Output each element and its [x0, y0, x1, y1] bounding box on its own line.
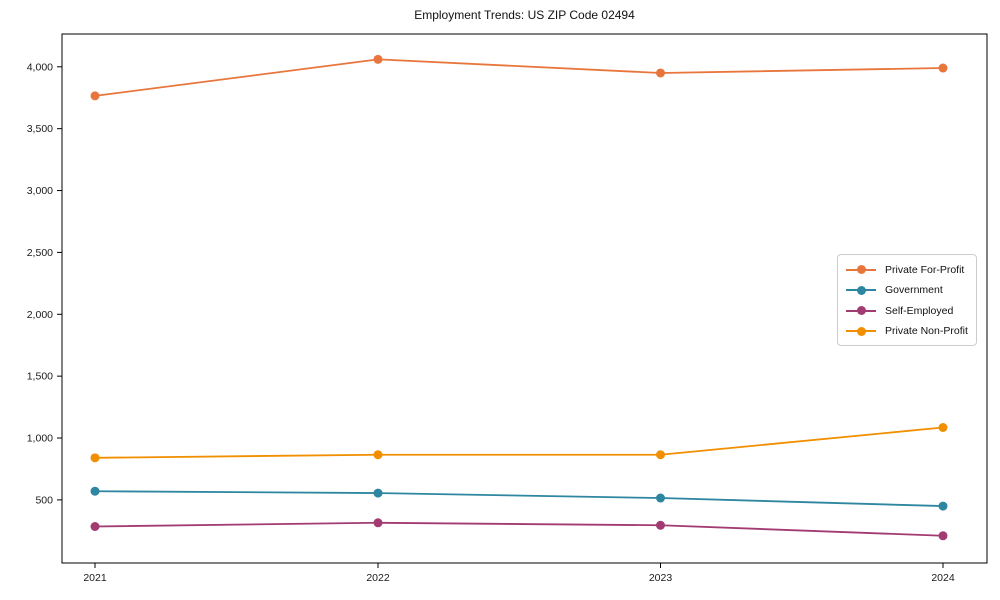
legend-item-government: Government — [846, 281, 968, 300]
legend-dot — [856, 326, 866, 336]
legend-marker-icon — [846, 265, 876, 275]
y-tick-label: 500 — [35, 494, 53, 506]
data-point-government-2024 — [938, 501, 948, 511]
plot-area — [61, 33, 988, 564]
legend-dot — [856, 306, 866, 316]
series-line-private-for-profit — [94, 58, 944, 97]
x-tick-label: 2023 — [649, 572, 673, 584]
legend-label: Government — [885, 284, 943, 297]
data-point-self-employed-2022 — [373, 518, 383, 528]
y-tick-label: 3,500 — [27, 123, 53, 135]
data-point-private-non-profit-2024 — [938, 423, 948, 433]
data-point-private-for-profit-2023 — [656, 68, 665, 78]
legend-item-private-non-profit: Private Non-Profit — [846, 322, 968, 341]
series-line-self-employed — [94, 521, 944, 537]
y-tick-label: 2,000 — [27, 309, 53, 321]
y-tick-label: 2,500 — [27, 247, 53, 259]
legend: Private For-Profit Government Self-Employe… — [837, 254, 977, 346]
series-line-government — [94, 490, 944, 507]
series-line-private-non-profit — [94, 426, 944, 459]
data-point-private-for-profit-2024 — [938, 63, 948, 73]
legend-dot — [856, 265, 866, 274]
legend-label: Private For-Profit — [885, 263, 965, 276]
data-point-private-non-profit-2023 — [656, 450, 665, 460]
data-point-private-for-profit-2022 — [373, 54, 383, 64]
data-point-government-2022 — [373, 488, 383, 498]
y-tick-label: 4,000 — [27, 61, 53, 73]
legend-label: Private Non-Profit — [885, 325, 968, 338]
chart-title: Employment Trends: US ZIP Code 02494 — [414, 8, 635, 22]
data-point-government-2023 — [656, 493, 665, 503]
x-tick-label: 2022 — [366, 572, 390, 584]
legend-marker-icon — [846, 326, 876, 336]
data-point-private-for-profit-2021 — [90, 91, 100, 101]
data-point-private-non-profit-2021 — [90, 453, 100, 463]
legend-item-private-for-profit: Private For-Profit — [846, 260, 968, 279]
legend-marker-icon — [846, 306, 876, 316]
data-point-self-employed-2021 — [90, 521, 100, 531]
x-tick-label: 2021 — [83, 572, 107, 584]
y-tick-label: 1,000 — [27, 433, 53, 445]
legend-item-self-employed: Self-Employed — [846, 301, 968, 320]
data-point-self-employed-2024 — [938, 531, 948, 541]
legend-dot — [856, 285, 866, 295]
data-point-government-2021 — [90, 486, 100, 496]
y-tick-label: 1,500 — [27, 371, 53, 383]
data-point-private-non-profit-2022 — [373, 450, 383, 460]
data-point-self-employed-2023 — [656, 520, 665, 530]
legend-marker-icon — [846, 285, 876, 295]
y-tick-label: 3,000 — [27, 185, 53, 197]
x-tick-label: 2024 — [931, 572, 955, 584]
legend-label: Self-Employed — [885, 304, 954, 317]
